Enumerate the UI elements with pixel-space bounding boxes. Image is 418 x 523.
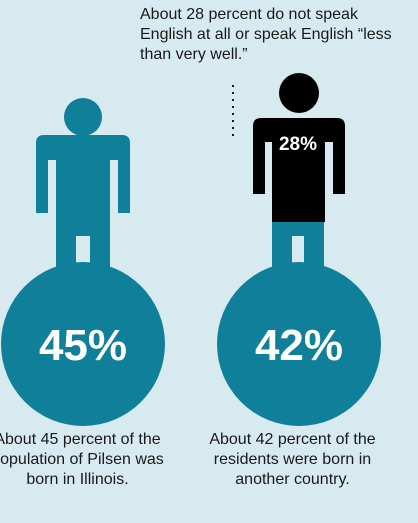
callout-text: About 28 percent do not speak English at… [140, 6, 392, 63]
right-person-body-overlay [253, 118, 345, 222]
left-person-figure [1, 98, 165, 426]
left-percent-label: 45% [39, 321, 127, 370]
right-percent-label: 42% [255, 321, 343, 370]
left-caption: About 45 percent of the population of Pi… [0, 431, 164, 488]
right-person-hip [272, 222, 324, 236]
left-person-head [64, 98, 102, 136]
right-caption: About 42 percent of the residents were b… [209, 431, 376, 488]
right-overlay-label: 28% [279, 134, 317, 155]
right-person-head [279, 73, 319, 113]
left-percent-circle [1, 262, 165, 426]
right-person-figure [217, 73, 381, 426]
right-percent-circle [217, 262, 381, 426]
left-person-body [36, 135, 130, 236]
